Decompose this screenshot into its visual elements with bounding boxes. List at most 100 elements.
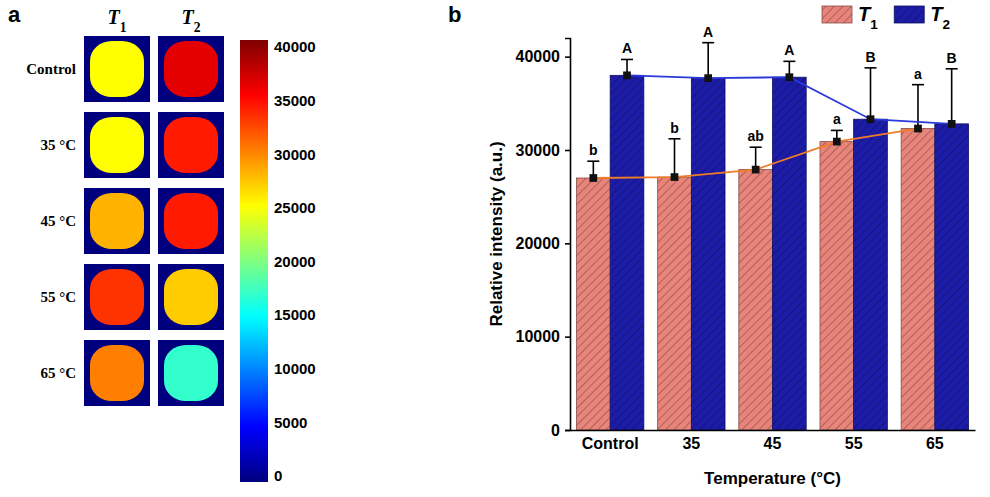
colorbar-tick-label: 5000	[274, 414, 307, 431]
y-tick-label: 0	[551, 422, 560, 439]
error-bar-cap	[621, 59, 633, 61]
significance-letter: ab	[747, 128, 763, 144]
error-bar-stem	[707, 43, 709, 78]
y-tick-label: 30000	[516, 142, 561, 159]
heatmap-cell	[164, 345, 218, 401]
heatmap-cell	[90, 269, 144, 325]
bar-panel: bbabaaAAABB010000200003000040000Control3…	[487, 3, 976, 488]
error-bar-cap	[783, 61, 795, 63]
x-tick-label: 55	[845, 435, 863, 452]
legend-swatch	[894, 6, 924, 23]
row-label: 45 °C	[40, 213, 76, 229]
bar	[820, 142, 854, 430]
subscript: 2	[194, 20, 201, 35]
subscript: 2	[942, 17, 950, 32]
heatmap-panel: T1T2Control35 °C45 °C55 °C65 °C050001000…	[26, 6, 315, 484]
image-background	[84, 188, 150, 254]
image-background	[158, 264, 224, 330]
x-tick-label: Control	[582, 435, 639, 452]
y-axis-title: Relative intensity (a.u.)	[487, 141, 506, 326]
x-tick-label: 45	[764, 435, 782, 452]
colorbar-tick-label: 25000	[274, 199, 316, 216]
error-bar-cap	[946, 68, 958, 70]
row-label: 65 °C	[40, 365, 76, 381]
x-tick: 45	[764, 435, 782, 452]
y-tick-mark	[565, 56, 570, 58]
y-tick: 30000	[516, 142, 571, 159]
heatmap-cell	[164, 117, 218, 173]
colorbar-tick-label: 20000	[274, 253, 316, 270]
colorbar-tick: 40000	[268, 38, 316, 55]
significance-letter: B	[947, 50, 957, 66]
error-bar-stem	[951, 69, 953, 124]
colorbar-tick-label: 40000	[274, 38, 316, 55]
x-tick: 55	[845, 435, 863, 452]
panel-letter: b	[448, 2, 461, 27]
bar	[901, 129, 935, 430]
image-background	[158, 36, 224, 102]
trend-line	[593, 129, 918, 178]
colorbar-tick: 25000	[268, 199, 316, 216]
colorbar-tick: 10000	[268, 360, 316, 377]
error-bar-cap	[831, 130, 843, 132]
row-label: Control	[26, 61, 76, 77]
heatmap-cell	[90, 41, 144, 97]
significance-letter: a	[914, 66, 922, 82]
y-tick-mark	[565, 150, 570, 152]
subscript: 1	[870, 17, 878, 32]
error-bar-cap	[587, 160, 599, 162]
bar	[773, 77, 807, 430]
x-tick-label: 35	[682, 435, 700, 452]
x-tick: 35	[682, 435, 700, 452]
symbol: T	[181, 6, 194, 28]
y-tick: 20000	[516, 235, 571, 252]
error-bar-cap	[702, 42, 714, 44]
colorbar	[240, 40, 268, 482]
colorbar-tick-label: 0	[274, 467, 282, 484]
heatmap-cell	[164, 41, 218, 97]
x-tick: 65	[926, 435, 944, 452]
x-tick: Control	[582, 435, 639, 452]
marker	[623, 71, 631, 79]
colorbar-tick: 0	[268, 467, 282, 484]
panel-letter: a	[8, 2, 21, 27]
image-background	[158, 340, 224, 406]
error-bar	[668, 139, 680, 177]
significance-letter: A	[622, 40, 632, 56]
marker	[671, 173, 679, 181]
image-background	[84, 36, 150, 102]
significance-letter: a	[833, 111, 841, 127]
row-label: 35 °C	[40, 137, 76, 153]
colorbar-tick: 20000	[268, 253, 316, 270]
symbol: T	[107, 6, 120, 28]
colorbar-tick-label: 10000	[274, 360, 316, 377]
legend-label: T1	[858, 3, 878, 32]
x-tick-label: 65	[926, 435, 944, 452]
colorbar-axis: 0500010000150002000025000300003500040000	[268, 38, 316, 484]
trend-line	[627, 75, 952, 124]
error-bar-cap	[750, 146, 762, 148]
x-axis-title: Temperature (°C)	[704, 469, 841, 488]
significance-letter: b	[670, 120, 679, 136]
error-bar-stem	[674, 139, 676, 177]
colorbar-tick: 30000	[268, 146, 316, 163]
heatmap-cell	[90, 117, 144, 173]
image-background	[84, 340, 150, 406]
significance-letter: B	[865, 49, 875, 65]
figure: aT1T2Control35 °C45 °C55 °C65 °C05000100…	[0, 0, 990, 497]
error-bar	[946, 69, 958, 124]
colorbar-tick-label: 30000	[274, 146, 316, 163]
bar	[576, 178, 610, 430]
error-bar-cap	[668, 138, 680, 140]
image-background	[158, 188, 224, 254]
colorbar-tick-label: 35000	[274, 92, 316, 109]
y-tick: 10000	[516, 328, 571, 345]
heatmap-cell	[164, 193, 218, 249]
image-background	[84, 264, 150, 330]
y-axis-line	[565, 39, 571, 431]
bar	[739, 170, 773, 430]
error-bar	[702, 43, 714, 78]
y-tick-mark	[565, 336, 570, 338]
y-axis: 010000200003000040000	[516, 39, 571, 439]
marker	[589, 174, 597, 182]
